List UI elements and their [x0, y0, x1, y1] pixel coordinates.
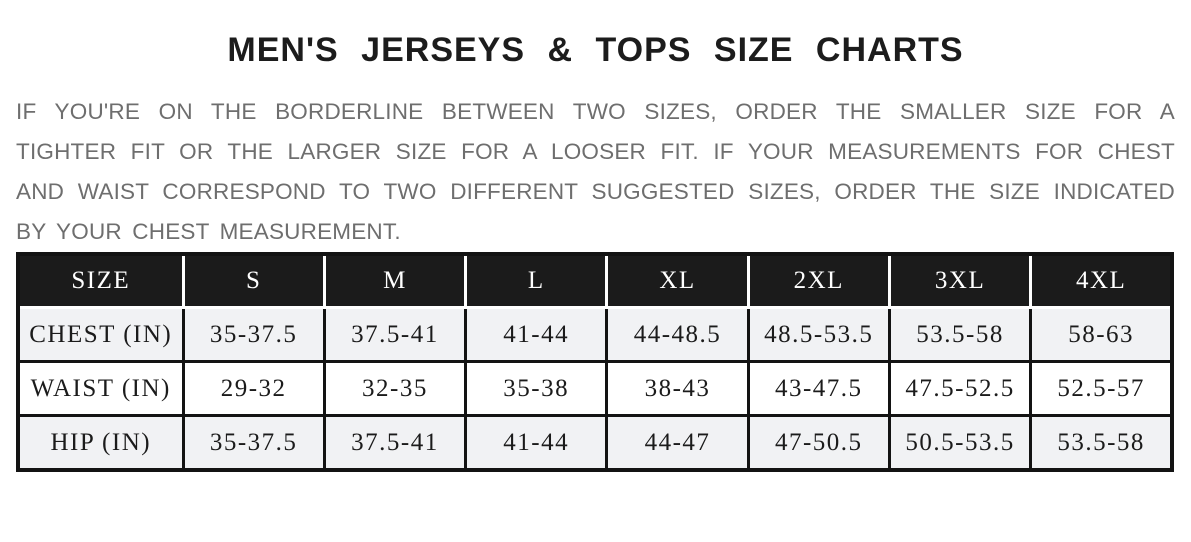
table-cell: 53.5-58 [1029, 414, 1174, 472]
table-cell: 38-43 [605, 360, 750, 417]
column-header-l: L [464, 252, 609, 309]
intro-line: BY YOUR CHEST MEASUREMENT. [16, 219, 401, 244]
row-label-chest: CHEST (IN) [16, 306, 185, 363]
table-cell: 37.5-41 [322, 414, 468, 472]
table-cell: 44-48.5 [605, 306, 750, 363]
table-cell: 41-44 [464, 414, 609, 472]
table-cell: 35-37.5 [181, 414, 326, 472]
column-header-m: M [322, 252, 468, 309]
column-header-s: S [181, 252, 326, 309]
table-cell: 32-35 [322, 360, 468, 417]
table-cell: 41-44 [464, 306, 609, 363]
table-row-chest: CHEST (IN) 35-37.5 37.5-41 41-44 44-48.5… [16, 306, 1174, 363]
table-row-waist: WAIST (IN) 29-32 32-35 35-38 38-43 43-47… [16, 360, 1174, 417]
table-cell: 53.5-58 [887, 306, 1033, 363]
table-row-hip: HIP (IN) 35-37.5 37.5-41 41-44 44-47 47-… [16, 414, 1174, 472]
column-header-size: SIZE [16, 252, 185, 309]
page-title: MEN'S JERSEYS & TOPS SIZE CHARTS [227, 31, 964, 69]
table-cell: 35-38 [464, 360, 609, 417]
column-header-3xl: 3XL [887, 252, 1033, 309]
intro-line: AND WAIST CORRESPOND TO TWO DIFFERENT SU… [16, 179, 1175, 204]
table-cell: 52.5-57 [1029, 360, 1174, 417]
table-cell: 50.5-53.5 [887, 414, 1033, 472]
intro-line: TIGHTER FIT OR THE LARGER SIZE FOR A LOO… [16, 139, 1175, 164]
column-header-2xl: 2XL [746, 252, 891, 309]
table-cell: 47-50.5 [746, 414, 891, 472]
table-cell: 47.5-52.5 [887, 360, 1033, 417]
intro-paragraph: IF YOU'RE ON THE BORDERLINE BETWEEN TWO … [16, 92, 1175, 252]
row-label-waist: WAIST (IN) [16, 360, 185, 417]
column-header-4xl: 4XL [1029, 252, 1174, 309]
size-chart-table: SIZE S M L XL 2XL 3XL 4XL CHEST (IN) 35-… [16, 252, 1174, 472]
header-row: SIZE S M L XL 2XL 3XL 4XL [16, 252, 1174, 309]
table-cell: 29-32 [181, 360, 326, 417]
table-cell: 48.5-53.5 [746, 306, 891, 363]
table-cell: 43-47.5 [746, 360, 891, 417]
table-cell: 35-37.5 [181, 306, 326, 363]
table-cell: 44-47 [605, 414, 750, 472]
size-chart-page: MEN'S JERSEYS & TOPS SIZE CHARTS IF YOU'… [0, 32, 1191, 472]
intro-line: IF YOU'RE ON THE BORDERLINE BETWEEN TWO … [16, 99, 1175, 124]
table-cell: 58-63 [1029, 306, 1174, 363]
column-header-xl: XL [605, 252, 750, 309]
table-cell: 37.5-41 [322, 306, 468, 363]
row-label-hip: HIP (IN) [16, 414, 185, 472]
